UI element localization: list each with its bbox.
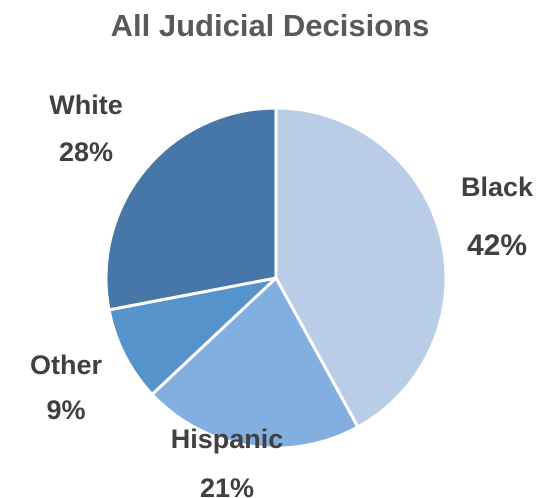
- slice-value-hispanic: 21%: [200, 473, 254, 498]
- slice-value-other: 9%: [46, 395, 85, 425]
- pie-slice-black: [274, 106, 448, 429]
- pie-slice-white: [104, 106, 278, 312]
- pie-slice-other: [107, 276, 278, 396]
- pie-slices: [104, 106, 448, 450]
- chart-title: All Judicial Decisions: [111, 8, 430, 43]
- slice-label-white: White: [49, 90, 123, 120]
- pie-labels: Black 42% Hispanic 21% Other 9% White 28%: [30, 90, 534, 498]
- pie-slice-hispanic: [150, 276, 360, 450]
- slice-value-black: 42%: [467, 229, 527, 262]
- slice-label-hispanic: Hispanic: [171, 424, 284, 454]
- slice-value-white: 28%: [59, 137, 113, 167]
- slice-label-other: Other: [30, 350, 103, 380]
- slice-label-black: Black: [461, 172, 534, 202]
